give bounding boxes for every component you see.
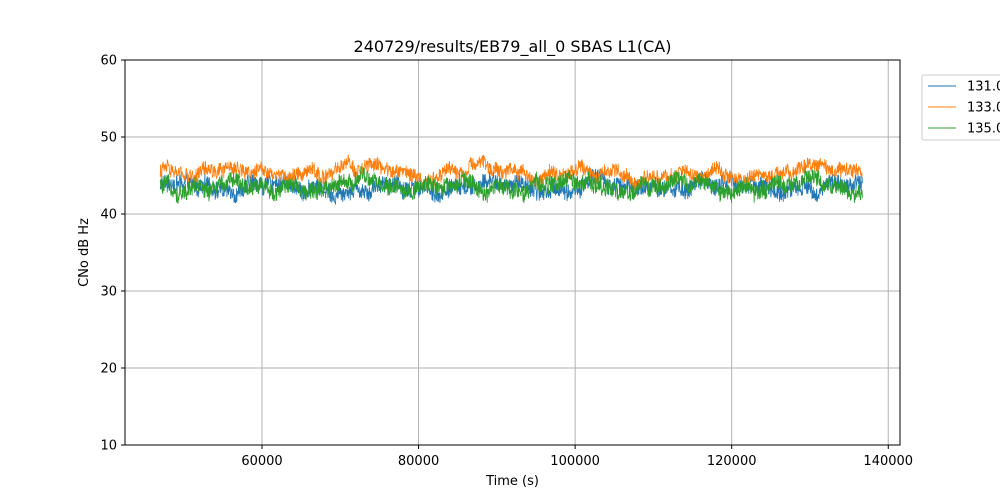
y-tick-label: 20 (100, 362, 117, 377)
axes-frame (124, 59, 901, 446)
y-axis-label: CNo dB Hz (77, 218, 92, 287)
series-line-135-0 (159, 166, 863, 204)
x-axis-label: Time (s) (485, 474, 539, 489)
x-tick-label: 80000 (398, 454, 439, 469)
y-tick-label: 10 (100, 439, 117, 454)
legend: 131.0 133.0 135.0 (921, 74, 1000, 141)
y-tick-label: 40 (100, 208, 117, 223)
chart-title: 240729/results/EB79_all_0 SBAS L1(CA) (354, 37, 672, 57)
y-tick-label: 50 (100, 131, 117, 146)
x-tick-label: 120000 (707, 454, 757, 469)
legend-label: 135.0 (967, 122, 1000, 137)
x-tick-label: 100000 (550, 454, 600, 469)
x-tick-label: 60000 (241, 454, 282, 469)
axis-ticks: 60000 80000 100000 120000 140000 10 20 30 40 50 60 (100, 54, 913, 470)
legend-label: 131.0 (967, 80, 1000, 95)
series-line-133-0 (159, 154, 863, 192)
y-tick-label: 60 (100, 54, 117, 69)
x-tick-label: 140000 (863, 454, 913, 469)
legend-box (921, 74, 1000, 141)
plot-area (159, 154, 863, 205)
y-tick-label: 30 (100, 285, 117, 300)
legend-label: 133.0 (967, 101, 1000, 116)
